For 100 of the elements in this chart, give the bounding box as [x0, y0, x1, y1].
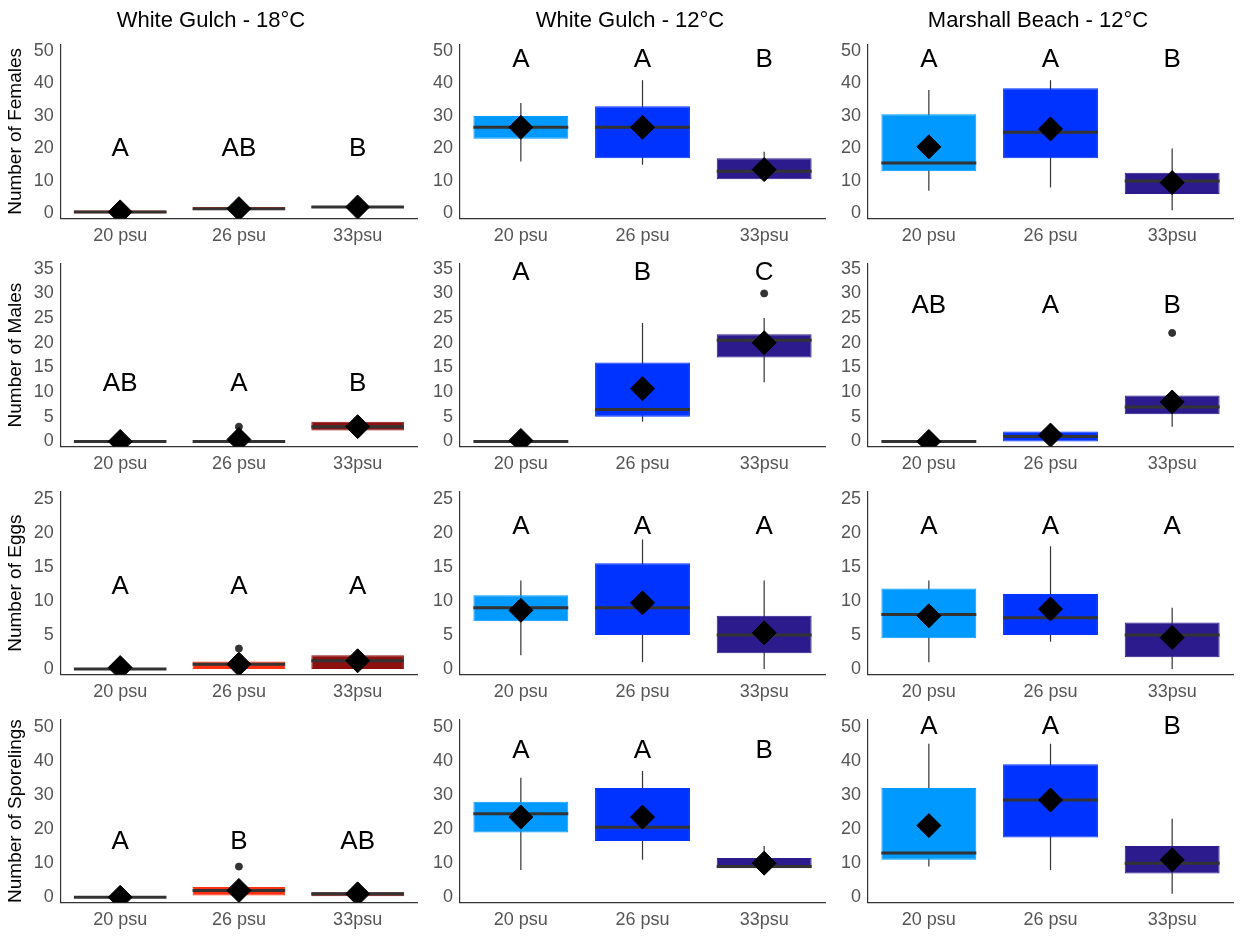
y-tick-label: 0: [43, 657, 54, 678]
annotation: A: [1041, 43, 1060, 74]
y-tick-label: 15: [432, 555, 454, 576]
annotation: A: [111, 569, 130, 600]
y-tick-label: 30: [840, 783, 862, 804]
y-axis-title: Number of Eggs: [3, 514, 25, 652]
annotation: A: [920, 710, 939, 741]
y-tick-label: 10: [840, 589, 862, 610]
y-tick-label: 15: [840, 555, 862, 576]
annotation: A: [512, 256, 531, 287]
y-tick-label: 20: [432, 817, 454, 838]
x-tick-label: 33psu: [1147, 909, 1197, 930]
y-tick-label: 5: [443, 405, 454, 426]
y-tick-label: 20: [33, 521, 54, 542]
annotation: A: [1041, 509, 1060, 540]
y-tick-label: 10: [840, 852, 862, 873]
y-tick-label: 30: [432, 104, 454, 125]
x-tick-label: 20 psu: [93, 225, 148, 246]
y-tick-label: 50: [33, 39, 54, 60]
y-tick-label: 10: [33, 589, 54, 610]
y-tick-label: 25: [840, 307, 862, 328]
y-tick-label: 20: [432, 521, 454, 542]
chart-title: Marshall Beach - 12°C: [927, 7, 1149, 33]
y-tick-label: 10: [432, 169, 454, 190]
x-tick-label: 33psu: [739, 909, 789, 930]
y-tick-label: 30: [840, 282, 862, 303]
y-tick-label: 25: [33, 307, 54, 328]
y-tick-label: 15: [33, 555, 54, 576]
annotation: AB: [102, 367, 138, 398]
y-tick-label: 40: [33, 72, 54, 93]
y-tick-label: 40: [840, 749, 862, 770]
x-tick-label: 20 psu: [93, 453, 148, 474]
annotation: A: [512, 43, 531, 74]
x-tick-label: 26 psu: [211, 909, 266, 930]
x-tick-label: 33psu: [1147, 681, 1197, 702]
y-tick-label: 20: [33, 137, 54, 158]
annotation: B: [230, 825, 248, 856]
y-axis-title: Number of Females: [3, 47, 25, 215]
y-tick-label: 0: [43, 202, 54, 223]
y-tick-label: 0: [443, 430, 454, 451]
y-tick-label: 30: [33, 783, 54, 804]
annotation: A: [1041, 710, 1060, 741]
x-tick-label: 20 psu: [93, 681, 148, 702]
annotation: A: [633, 43, 652, 74]
annotation: A: [230, 569, 249, 600]
y-tick-label: 20: [33, 331, 54, 352]
x-tick-label: 20 psu: [93, 909, 148, 930]
x-tick-label: 20 psu: [901, 225, 956, 246]
y-tick-label: 40: [432, 749, 454, 770]
y-tick-label: 30: [432, 282, 454, 303]
annotation: A: [755, 509, 774, 540]
x-tick-label: 33psu: [739, 225, 789, 246]
y-tick-label: 50: [432, 39, 454, 60]
annotation: A: [633, 509, 652, 540]
annotation: AB: [911, 288, 947, 319]
y-tick-label: 50: [840, 39, 862, 60]
y-tick-label: 10: [33, 852, 54, 873]
x-tick-label: 20 psu: [493, 453, 548, 474]
y-tick-label: 25: [33, 487, 54, 508]
x-tick-label: 26 psu: [1023, 225, 1078, 246]
y-tick-label: 20: [840, 521, 862, 542]
y-tick-label: 35: [33, 257, 54, 278]
y-tick-label: 20: [33, 817, 54, 838]
y-tick-label: 50: [432, 715, 454, 736]
x-tick-label: 26 psu: [615, 909, 670, 930]
y-tick-label: 40: [33, 749, 54, 770]
y-tick-label: 20: [432, 137, 454, 158]
y-tick-label: 15: [840, 356, 862, 377]
y-tick-label: 50: [840, 715, 862, 736]
annotation: B: [348, 131, 367, 162]
y-tick-label: 40: [432, 72, 454, 93]
annotation: B: [755, 43, 773, 74]
y-tick-label: 10: [840, 169, 862, 190]
annotation: A: [1041, 288, 1060, 319]
y-tick-label: 0: [43, 886, 54, 907]
x-tick-label: 20 psu: [493, 909, 548, 930]
x-tick-label: 26 psu: [615, 681, 670, 702]
y-tick-label: 35: [840, 257, 862, 278]
y-tick-label: 10: [432, 589, 454, 610]
y-tick-label: 20: [432, 331, 454, 352]
y-tick-label: 20: [840, 137, 862, 158]
x-tick-label: 20 psu: [493, 681, 548, 702]
chart-title: White Gulch - 18°C: [116, 7, 306, 33]
x-tick-label: 33psu: [333, 681, 383, 702]
annotation: B: [1163, 710, 1181, 741]
annotation: A: [920, 43, 939, 74]
annotation: C: [754, 256, 774, 287]
x-tick-label: 33psu: [333, 453, 383, 474]
y-tick-label: 10: [33, 169, 54, 190]
y-tick-label: 30: [33, 104, 54, 125]
y-tick-label: 30: [432, 783, 454, 804]
y-tick-label: 5: [43, 405, 54, 426]
x-tick-label: 26 psu: [211, 453, 266, 474]
x-tick-label: 26 psu: [211, 225, 266, 246]
y-tick-label: 0: [851, 430, 862, 451]
y-tick-label: 10: [432, 852, 454, 873]
annotation: A: [920, 509, 939, 540]
y-tick-label: 5: [851, 623, 862, 644]
x-tick-label: 33psu: [1147, 453, 1197, 474]
x-tick-label: 33psu: [739, 681, 789, 702]
